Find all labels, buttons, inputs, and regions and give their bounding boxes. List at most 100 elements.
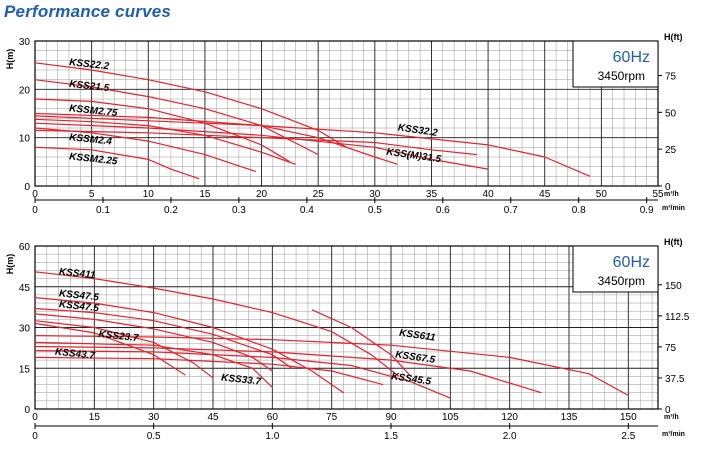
chart1-x-tick-label: 0 [32, 189, 38, 200]
chart2-x-tick-label: 120 [501, 412, 518, 423]
chart1-series-curve [34, 115, 591, 177]
chart2-x-tick-label: 15 [89, 412, 101, 423]
chart1-series-curve [34, 98, 291, 163]
chart1-x-unit-bottom: m³/min [662, 205, 685, 212]
chart2-curve-label: KSS47.5 [58, 299, 99, 314]
chart1-series-curve [34, 79, 319, 156]
chart1-x-tick-label: 45 [539, 189, 551, 200]
chart2-x-tick-label: 105 [442, 412, 459, 423]
chart1-y-tick-label: 20 [19, 85, 31, 96]
chart1-speed-box [572, 40, 659, 88]
chart2-curve-label: KSS411 [58, 267, 96, 282]
chart1-y-tick-label: 10 [19, 134, 31, 145]
chart1-series-curve [34, 112, 398, 165]
chart2-series-curve [311, 309, 412, 377]
chart1-x-min-tick-label: 0.1 [96, 205, 110, 216]
chart2-x-tick-label: 75 [326, 412, 338, 423]
chart1-series-curve [34, 62, 347, 148]
chart2-x-min-tick-label: 0.5 [147, 431, 161, 442]
chart2-series-curve [34, 350, 451, 399]
chart1-x-min-tick-label: 0.4 [300, 205, 314, 216]
chart1-x-tick-label: 40 [483, 189, 495, 200]
chart2-series-curve [34, 271, 400, 377]
chart1-x-tick-label: 25 [313, 189, 325, 200]
chart1-x-tick-label: 20 [256, 189, 268, 200]
chart2-series-curve [34, 307, 293, 369]
chart2-curve-label: KSS611 [398, 328, 436, 344]
chart2-y-tick-label: 60 [19, 242, 31, 253]
chart1-y-axis-label: H(m) [5, 49, 15, 70]
chart1-series-curve [34, 127, 257, 173]
chart1-y-right-tick-label: 0 [665, 182, 671, 193]
chart1-series-curve [34, 146, 200, 180]
chart1-x-tick-label: 50 [596, 189, 608, 200]
chart2-x-tick-label: 60 [267, 412, 279, 423]
chart2-y-tick-label: 15 [19, 364, 31, 375]
chart2-x-min-tick-label: 2.0 [503, 431, 517, 442]
chart1-x-tick-label: 5 [89, 189, 95, 200]
chart1-plot-frame [34, 40, 659, 187]
chart1-x-min-tick-label: 0.8 [572, 205, 586, 216]
chart2-x-min-tick-label: 2.5 [621, 431, 635, 442]
chart2-curve-label: KSS43.7 [54, 347, 95, 362]
chart1-x-min-tick-label: 0 [32, 205, 38, 216]
chart1-x-min-tick-label: 0.9 [640, 205, 654, 216]
chart2-x-tick-label: 150 [620, 412, 637, 423]
chart2-curve-label: KSS47.5 [58, 288, 99, 303]
chart2-y-right-tick-label: 75 [665, 343, 677, 354]
chart2-x-min-tick-label: 0 [32, 431, 38, 442]
chart2-x-unit-bottom: m³/min [662, 431, 685, 438]
chart1-curve-label: KSS32.2 [397, 122, 439, 139]
chart2-y-tick-label: 0 [24, 405, 30, 416]
chart2-y-tick-label: 30 [19, 324, 31, 335]
chart1-x-tick-label: 15 [199, 189, 211, 200]
chart1-series-curve [34, 122, 489, 170]
chart1-y-right-axis-label: H(ft) [664, 32, 683, 42]
chart2-y-right-tick-label: 0 [665, 405, 671, 416]
chart2-y-tick-label: 45 [19, 283, 31, 294]
chart1-x-min-tick-label: 0.7 [504, 205, 518, 216]
chart2-curve-label: KSS23.7 [98, 329, 139, 344]
chart1-y-tick-label: 0 [24, 182, 30, 193]
chart1-x-tick-label: 10 [143, 189, 155, 200]
chart2-x-tick-label: 90 [385, 412, 397, 423]
chart1-curve-label: KSSM2.75 [69, 103, 119, 119]
chart2-x-tick-label: 30 [148, 412, 160, 423]
chart2-series-curve [34, 322, 186, 376]
chart1-curve-label: KSS22.2 [69, 57, 110, 72]
chart2-y-right-tick-label: 37.5 [665, 374, 685, 385]
chart2-x-unit-top: m³/h [664, 414, 679, 421]
chart2-y-right-tick-label: 150 [665, 281, 682, 292]
chart2-series-curve [34, 356, 384, 386]
chart1-frequency-label: 60Hz [613, 49, 650, 66]
chart2-plot-frame [34, 245, 659, 410]
chart2-x-tick-label: 135 [561, 412, 578, 423]
chart1-curve-label: KSSM2.4 [69, 132, 113, 147]
chart1-curve-label: KSS21.5 [69, 79, 110, 94]
chart2-y-right-axis-label: H(ft) [664, 237, 683, 247]
chart2-series-curve [34, 297, 344, 394]
chart2-x-min-tick-label: 1.0 [265, 431, 279, 442]
chart1-x-min-tick-label: 0.3 [232, 205, 246, 216]
page-title: Performance curves [4, 2, 172, 21]
chart2-x-tick-label: 0 [32, 412, 38, 423]
chart1-series-curve [34, 118, 296, 165]
chart1-x-min-tick-label: 0.6 [436, 205, 450, 216]
chart1-y-right-tick-label: 50 [665, 108, 677, 119]
chart1-curve-label: KSSM2.25 [69, 151, 119, 167]
chart2-speed-label: 3450rpm [598, 274, 645, 288]
chart1-x-tick-label: 35 [426, 189, 438, 200]
chart2-curve-label: KSS45.5 [391, 371, 433, 388]
chart2-y-right-tick-label: 112.5 [665, 312, 690, 323]
chart1-x-tick-label: 30 [369, 189, 381, 200]
chart2-x-tick-label: 45 [207, 412, 219, 423]
chart1-x-min-tick-label: 0.2 [164, 205, 178, 216]
chart2-x-min-tick-label: 1.5 [384, 431, 398, 442]
chart1-x-min-tick-label: 0.5 [368, 205, 382, 216]
chart1-speed-label: 3450rpm [598, 69, 645, 83]
chart2-series-curve [34, 313, 273, 372]
chart1-x-tick-label: 55 [652, 189, 664, 200]
chart2-speed-box [572, 245, 659, 293]
chart2-curve-label: KSS33.7 [221, 373, 262, 388]
